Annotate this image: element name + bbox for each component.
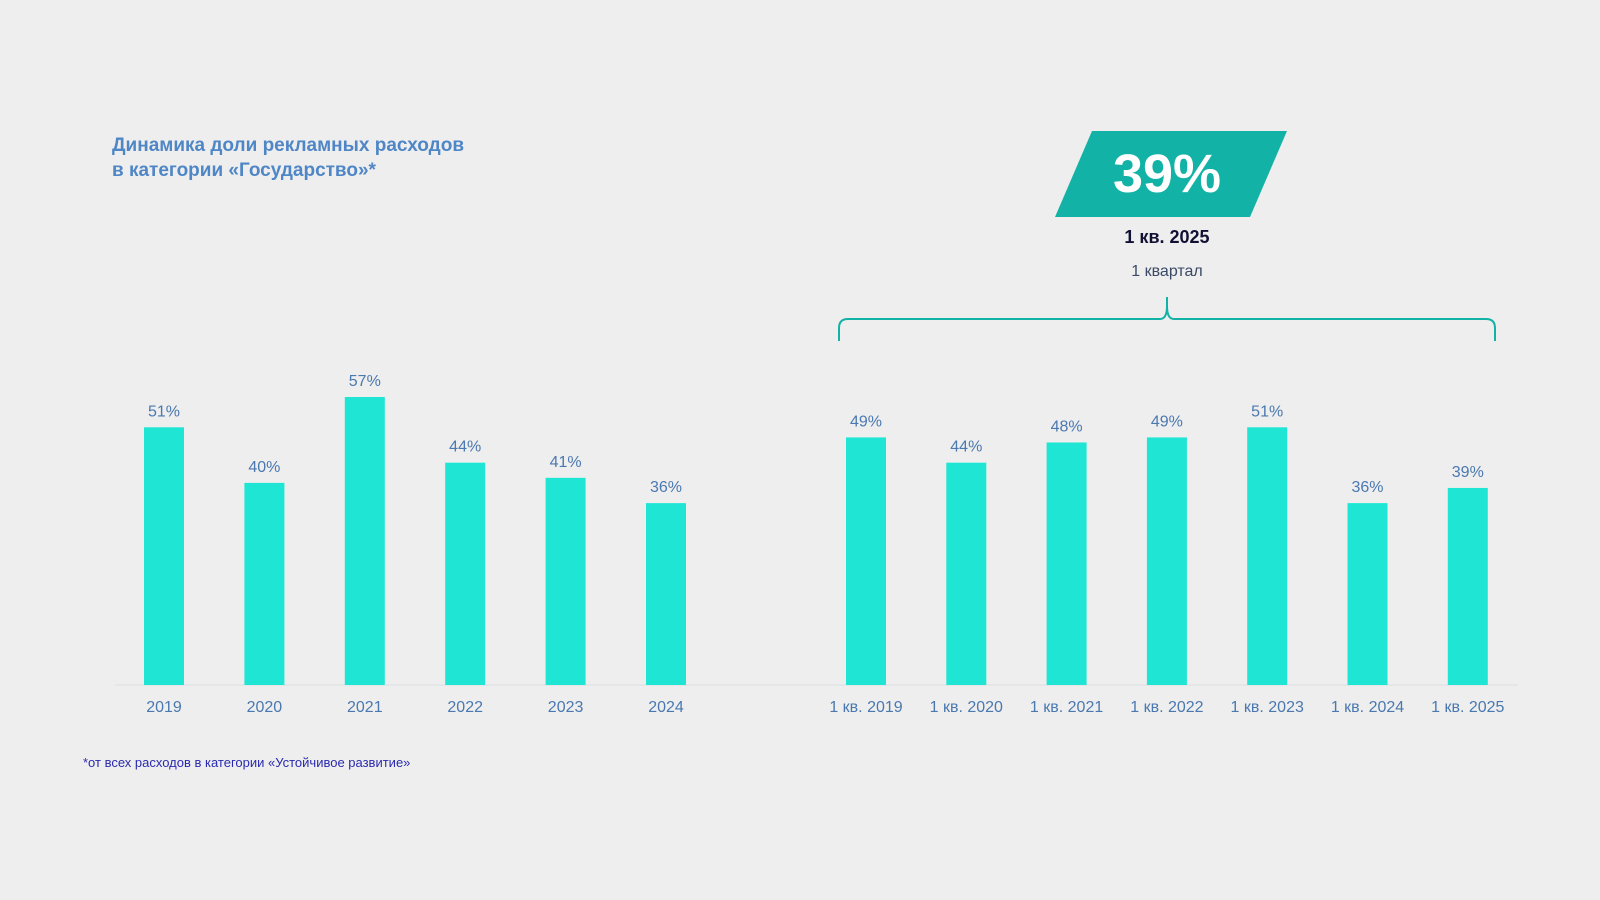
x-tick-label: 1 кв. 2024 bbox=[1331, 699, 1404, 716]
data-label: 51% bbox=[1251, 403, 1283, 420]
data-label: 51% bbox=[148, 403, 180, 420]
x-tick-label: 2019 bbox=[146, 699, 182, 716]
data-label: 40% bbox=[248, 459, 280, 476]
bar-group-1: 51% 2019 40% 2020 57% 2021 44% 2022 41% 2023 36% 20… bbox=[144, 373, 686, 716]
bar bbox=[1247, 427, 1288, 685]
chart-title-line-2: в категории «Государство»* bbox=[112, 160, 376, 181]
plot-area: 51% 2019 40% 2020 57% 2021 44% 2022 41% 2023 36% 20… bbox=[115, 373, 1518, 716]
data-label: 57% bbox=[349, 373, 381, 390]
chart-title: Динамика доли рекламных расходов в катег… bbox=[112, 133, 464, 183]
bar bbox=[646, 503, 686, 685]
bar bbox=[946, 462, 987, 685]
bar bbox=[545, 477, 586, 685]
callout-badge bbox=[1055, 131, 1287, 217]
bar bbox=[1447, 487, 1488, 685]
x-tick-label: 1 кв. 2025 bbox=[1431, 699, 1504, 716]
footnote: *от всех расходов в категории «Устойчиво… bbox=[83, 755, 411, 770]
x-tick-label: 2022 bbox=[447, 699, 483, 716]
x-tick-label: 1 кв. 2020 bbox=[930, 699, 1003, 716]
bar bbox=[144, 427, 184, 685]
bar bbox=[344, 397, 385, 685]
x-tick-label: 2021 bbox=[347, 699, 383, 716]
data-label: 41% bbox=[550, 454, 582, 471]
x-tick-label: 1 кв. 2021 bbox=[1030, 699, 1103, 716]
callout-bracket bbox=[838, 297, 1496, 341]
x-tick-label: 2023 bbox=[548, 699, 584, 716]
bar bbox=[244, 482, 285, 685]
bar bbox=[846, 437, 886, 685]
bar bbox=[1347, 503, 1388, 685]
data-label: 36% bbox=[1351, 479, 1383, 496]
bar bbox=[1046, 442, 1087, 685]
bar-group-2: 49% 1 кв. 2019 44% 1 кв. 2020 48% 1 кв. 2021 4… bbox=[829, 403, 1504, 716]
data-label: 36% bbox=[650, 479, 682, 496]
data-label: 48% bbox=[1051, 418, 1083, 435]
x-tick-label: 1 кв. 2023 bbox=[1231, 699, 1304, 716]
chart-title-line-1: Динамика доли рекламных расходов bbox=[112, 135, 465, 156]
data-label: 44% bbox=[449, 439, 481, 456]
data-label: 49% bbox=[850, 413, 882, 430]
x-tick-label: 2020 bbox=[247, 699, 283, 716]
x-tick-label: 1 кв. 2022 bbox=[1130, 699, 1203, 716]
callout: 39% 1 кв. 2025 1 квартал bbox=[838, 131, 1496, 341]
data-label: 39% bbox=[1452, 464, 1484, 481]
data-label: 49% bbox=[1151, 413, 1183, 430]
data-label: 44% bbox=[950, 439, 982, 456]
bar bbox=[445, 462, 486, 685]
callout-period: 1 кв. 2025 bbox=[1124, 227, 1209, 247]
callout-caption: 1 квартал bbox=[1131, 263, 1203, 280]
x-tick-label: 2024 bbox=[648, 699, 684, 716]
x-tick-label: 1 кв. 2019 bbox=[829, 699, 902, 716]
callout-value: 39% bbox=[1113, 144, 1221, 204]
bar bbox=[1146, 437, 1187, 685]
